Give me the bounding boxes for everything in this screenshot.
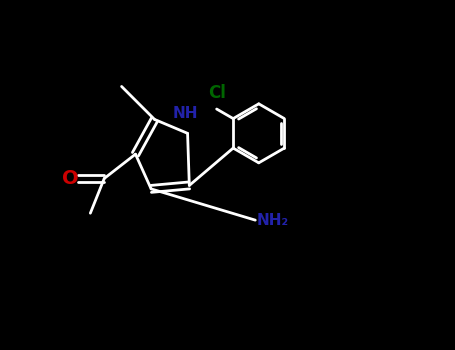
Text: Cl: Cl bbox=[208, 84, 226, 102]
Text: NH₂: NH₂ bbox=[257, 213, 289, 228]
Text: NH: NH bbox=[173, 106, 198, 121]
Text: O: O bbox=[61, 169, 78, 188]
